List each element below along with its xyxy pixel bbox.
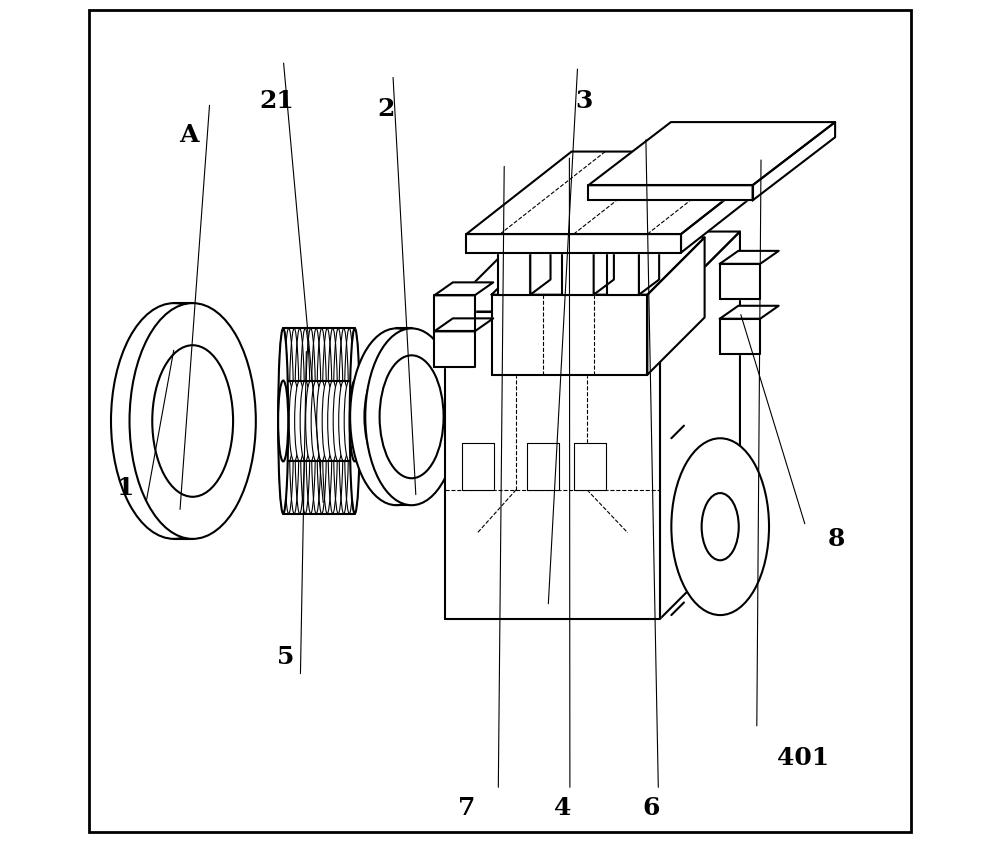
Ellipse shape	[111, 303, 237, 539]
Polygon shape	[681, 152, 786, 253]
Polygon shape	[720, 251, 779, 264]
Ellipse shape	[306, 381, 316, 461]
Polygon shape	[466, 234, 681, 253]
Text: 6: 6	[643, 797, 660, 820]
Text: 2: 2	[378, 98, 395, 121]
Text: 401: 401	[777, 746, 829, 770]
Ellipse shape	[134, 345, 215, 497]
Polygon shape	[594, 210, 614, 295]
Polygon shape	[720, 319, 760, 354]
Ellipse shape	[295, 381, 305, 461]
Ellipse shape	[152, 345, 233, 497]
Polygon shape	[530, 210, 551, 295]
Text: A: A	[179, 123, 198, 147]
Polygon shape	[492, 295, 647, 375]
Ellipse shape	[380, 355, 444, 478]
Ellipse shape	[311, 381, 321, 461]
Polygon shape	[466, 152, 786, 234]
Polygon shape	[562, 210, 614, 226]
Ellipse shape	[278, 381, 288, 461]
Polygon shape	[462, 444, 494, 490]
Ellipse shape	[284, 381, 294, 461]
Ellipse shape	[328, 381, 338, 461]
Text: 21: 21	[259, 89, 294, 113]
Text: 8: 8	[828, 527, 845, 551]
Text: 5: 5	[277, 645, 294, 669]
Polygon shape	[647, 237, 705, 375]
Ellipse shape	[350, 381, 360, 461]
Ellipse shape	[350, 328, 360, 514]
Ellipse shape	[350, 328, 443, 505]
Ellipse shape	[317, 381, 327, 461]
Ellipse shape	[130, 303, 256, 539]
Ellipse shape	[344, 381, 354, 461]
Text: 1: 1	[117, 477, 134, 500]
Ellipse shape	[364, 355, 428, 478]
Polygon shape	[562, 226, 594, 295]
Polygon shape	[607, 210, 659, 226]
Polygon shape	[434, 282, 493, 296]
Text: 7: 7	[458, 797, 475, 820]
Polygon shape	[639, 210, 659, 295]
Polygon shape	[746, 152, 792, 168]
Polygon shape	[753, 122, 835, 200]
Ellipse shape	[671, 439, 769, 615]
Ellipse shape	[333, 381, 343, 461]
Polygon shape	[492, 237, 705, 295]
Text: 3: 3	[576, 89, 593, 113]
Ellipse shape	[365, 328, 458, 505]
Ellipse shape	[322, 381, 332, 461]
Polygon shape	[588, 122, 835, 185]
Ellipse shape	[278, 328, 288, 514]
Polygon shape	[434, 296, 475, 331]
Polygon shape	[660, 232, 740, 619]
Polygon shape	[720, 306, 779, 319]
Text: 4: 4	[554, 797, 572, 820]
Polygon shape	[607, 226, 639, 295]
Polygon shape	[434, 332, 475, 367]
Polygon shape	[445, 312, 660, 619]
Polygon shape	[527, 444, 559, 490]
Polygon shape	[434, 318, 493, 332]
Polygon shape	[720, 264, 760, 299]
Polygon shape	[588, 185, 753, 200]
Polygon shape	[445, 232, 740, 312]
Polygon shape	[498, 226, 530, 295]
Ellipse shape	[278, 381, 288, 461]
Polygon shape	[574, 444, 606, 490]
Ellipse shape	[350, 381, 360, 461]
Ellipse shape	[300, 381, 310, 461]
Polygon shape	[498, 210, 551, 226]
Ellipse shape	[702, 493, 739, 560]
Ellipse shape	[289, 381, 299, 461]
Ellipse shape	[339, 381, 349, 461]
